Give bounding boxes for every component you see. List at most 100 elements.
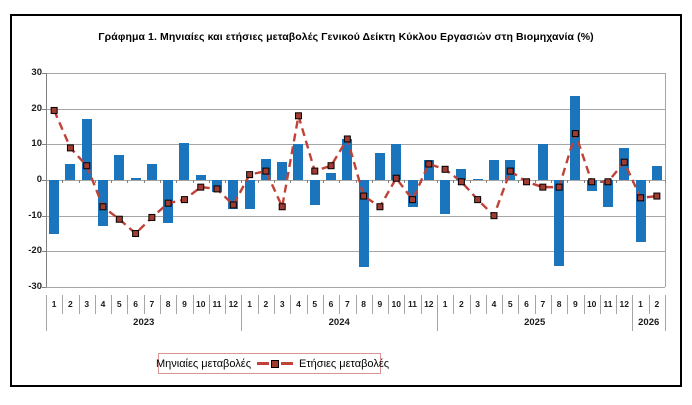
- month-separator: [322, 295, 324, 314]
- month-separator: [550, 295, 552, 314]
- annual-change-line: [50, 106, 661, 237]
- annual-line-marker: [523, 178, 531, 186]
- bar-monthly-change: [423, 160, 434, 180]
- x-axis-month-label: 11: [408, 299, 417, 309]
- legend-label-monthly: Μηνιαίες μεταβολές: [155, 357, 251, 370]
- category-axis-tick: [550, 180, 552, 183]
- year-separator: [436, 295, 438, 331]
- bar-monthly-change: [293, 144, 304, 180]
- category-axis-tick: [290, 180, 292, 183]
- month-separator: [94, 295, 96, 314]
- bar-monthly-change: [146, 163, 157, 180]
- y-axis-tick-mark: [42, 180, 46, 181]
- gridline: [46, 108, 665, 110]
- month-separator: [208, 295, 210, 314]
- x-axis-month-label: 5: [312, 299, 318, 309]
- annual-line-marker: [180, 196, 188, 204]
- category-axis-tick: [241, 180, 243, 183]
- annual-line-marker: [262, 167, 270, 175]
- category-axis-tick: [518, 180, 520, 183]
- legend-dash-icon: [257, 362, 269, 365]
- category-axis-tick: [355, 180, 357, 183]
- annual-line-marker: [66, 144, 74, 152]
- bar-monthly-change: [228, 180, 239, 209]
- annual-line-marker: [588, 178, 596, 186]
- bar-monthly-change: [635, 180, 646, 243]
- category-axis-tick: [502, 180, 504, 183]
- category-axis-tick: [583, 180, 585, 183]
- month-separator: [485, 295, 487, 314]
- bar-monthly-change: [391, 144, 402, 180]
- month-separator: [518, 295, 520, 314]
- y-axis-tick-mark: [42, 287, 46, 288]
- annual-line-marker: [441, 165, 449, 173]
- x-axis-month-label: 2: [459, 299, 464, 309]
- x-axis-month-label: 10: [196, 299, 206, 309]
- bar-monthly-change: [472, 178, 483, 180]
- gridline: [46, 144, 665, 146]
- category-axis-tick: [388, 180, 390, 183]
- annual-line-marker: [99, 203, 107, 211]
- category-axis-tick: [567, 180, 569, 183]
- annual-line-marker: [311, 167, 319, 175]
- x-axis-month-label: 11: [212, 299, 222, 309]
- category-axis-tick: [176, 180, 178, 183]
- category-axis-tick: [127, 180, 129, 183]
- legend-dash-icon: [281, 362, 293, 365]
- legend-line-swatch-icon: [257, 359, 293, 368]
- bar-monthly-change: [374, 153, 385, 180]
- annual-line-marker: [278, 203, 286, 211]
- month-separator: [127, 295, 129, 314]
- annual-line-marker: [604, 178, 612, 186]
- annual-line-marker: [115, 215, 123, 223]
- year-separator: [632, 295, 634, 331]
- x-axis-month-label: 9: [573, 299, 578, 309]
- category-axis-tick: [143, 180, 145, 183]
- category-axis-tick: [534, 180, 536, 183]
- annual-line-marker: [490, 212, 498, 220]
- bar-monthly-change: [277, 162, 288, 180]
- month-separator: [599, 295, 601, 314]
- category-axis-tick: [648, 180, 650, 183]
- month-separator: [143, 295, 145, 314]
- bar-monthly-change: [179, 142, 190, 180]
- x-axis-month-label: 8: [165, 299, 171, 309]
- annual-line-marker: [457, 178, 465, 186]
- month-separator: [453, 295, 455, 314]
- x-axis-month-label: 6: [133, 299, 138, 309]
- x-axis-year-label: 2026: [638, 317, 660, 328]
- annual-line-marker: [637, 194, 645, 202]
- bar-monthly-change: [358, 180, 369, 268]
- x-axis-month-label: 10: [391, 299, 401, 309]
- category-axis-tick: [599, 180, 601, 183]
- x-axis-month-label: 5: [507, 299, 513, 309]
- y-axis-tick-mark: [42, 251, 46, 253]
- annual-line-marker: [83, 162, 91, 170]
- category-axis-tick: [322, 180, 324, 183]
- annual-line-marker: [539, 183, 547, 191]
- x-axis-month-label: 11: [603, 299, 613, 309]
- bar-monthly-change: [440, 180, 451, 214]
- month-separator: [62, 295, 64, 314]
- legend: Μηνιαίες μεταβολές Ετήσιες μεταβολές: [155, 353, 389, 374]
- bar-monthly-change: [407, 180, 418, 207]
- category-axis-tick: [485, 180, 487, 183]
- y-axis-tick-label: 20: [31, 102, 42, 114]
- x-axis-month-label: 7: [344, 299, 350, 309]
- category-axis-tick: [274, 180, 276, 183]
- x-axis-month-label: 1: [638, 299, 643, 309]
- month-separator: [339, 295, 341, 314]
- month-separator: [469, 295, 471, 314]
- month-separator: [404, 295, 406, 314]
- annual-line-marker: [409, 196, 417, 204]
- category-axis-tick: [225, 180, 227, 183]
- x-axis-month-label: 12: [619, 299, 629, 309]
- x-axis-month-label: 7: [149, 299, 155, 309]
- y-axis-tick-label: 30: [31, 67, 42, 78]
- x-axis-month-label: 1: [51, 299, 57, 309]
- x-axis-month-label: 4: [491, 299, 497, 309]
- category-axis-tick: [339, 180, 341, 183]
- annual-line-marker: [376, 203, 384, 211]
- category-axis-tick: [192, 180, 194, 183]
- annual-line-marker: [425, 160, 433, 168]
